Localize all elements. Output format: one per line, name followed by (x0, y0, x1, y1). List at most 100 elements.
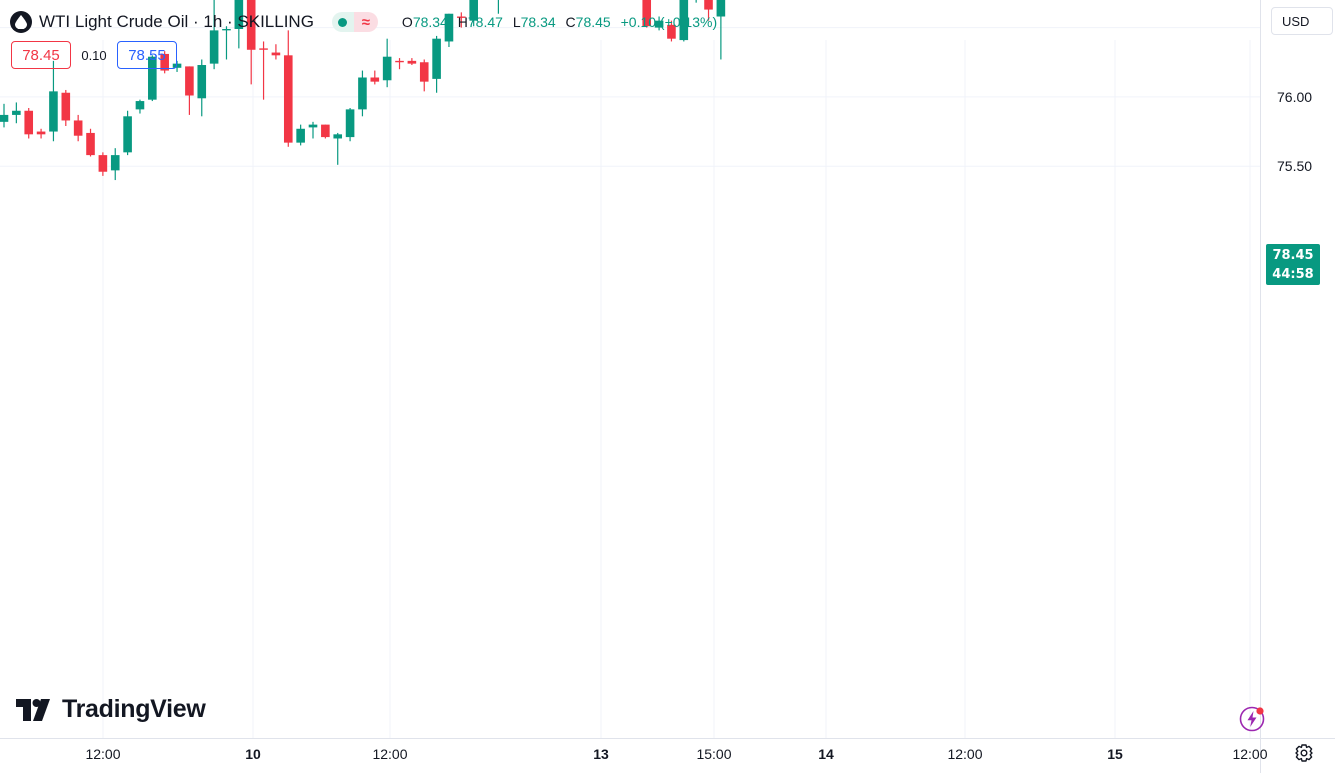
candle (642, 0, 652, 28)
candle-body (123, 116, 132, 153)
bid-price-button[interactable]: 78.45 (11, 41, 71, 69)
candle (679, 0, 689, 42)
ask-price-button[interactable]: 78.55 (117, 41, 177, 69)
ohlc-high: 78.47 (467, 14, 503, 30)
price-tick-label: 76.00 (1277, 89, 1312, 105)
candle (469, 0, 478, 27)
candle-body (296, 128, 305, 143)
candle (61, 89, 71, 127)
time-tick-label: 12:00 (947, 746, 982, 762)
market-open-icon (331, 12, 354, 32)
candle-body (86, 132, 95, 156)
candle-body (704, 0, 713, 10)
candle (695, 0, 697, 3)
time-tick-label: 12:00 (372, 746, 407, 762)
candle (432, 35, 441, 93)
candle (36, 128, 46, 139)
candle (246, 0, 256, 85)
time-axis[interactable]: 12:00 10 12:00 13 15:00 14 12:00 15 12:00 (85, 746, 1267, 762)
time-tick-label: 15:00 (696, 746, 731, 762)
candle-body (679, 0, 689, 41)
candle-body (333, 134, 343, 139)
oil-drop-icon (10, 11, 32, 33)
candle-body (197, 65, 207, 99)
gear-icon[interactable] (1294, 743, 1314, 763)
time-tick-label: 15 (1107, 746, 1123, 762)
candle-body (36, 131, 46, 135)
time-tick-label: 12:00 (1232, 746, 1267, 762)
candle-body (716, 0, 726, 17)
currency-selector[interactable]: USD (1271, 7, 1333, 35)
ohlc-low-label: L (512, 14, 521, 30)
candle (457, 12, 466, 28)
candle (98, 152, 108, 176)
candle (185, 66, 194, 115)
ohlc-open: 78.34 (412, 14, 448, 30)
candle (333, 132, 343, 165)
candle (444, 13, 454, 48)
candle (160, 51, 169, 74)
candle (308, 121, 318, 139)
candle-body (160, 53, 169, 71)
candle-body (61, 92, 71, 121)
candle (370, 70, 380, 85)
candle-body (246, 0, 256, 50)
candle-body (382, 56, 392, 81)
candle (407, 58, 417, 66)
candle-body (419, 62, 429, 82)
candle (271, 44, 281, 60)
candle-body (209, 30, 219, 64)
candle-body (283, 55, 293, 143)
candle-body (0, 114, 9, 122)
ohlc-open-label: O (401, 14, 413, 30)
candle-body (24, 110, 34, 135)
time-tick-label: 12:00 (85, 746, 120, 762)
candle-body (407, 60, 417, 64)
candle (296, 124, 305, 146)
candle-body (395, 60, 404, 63)
lightning-icon[interactable] (1238, 705, 1266, 733)
ohlc-legend: O78.34 H78.47 L78.34 C78.45 +0.10 (+0.13… (402, 14, 717, 30)
candle-body (444, 13, 454, 42)
last-price-value: 78.45 (1272, 248, 1314, 263)
candle-body (234, 0, 244, 29)
spread-value: 0.10 (81, 47, 107, 63)
candle (382, 38, 392, 88)
candle-body (259, 48, 268, 50)
candle-body (358, 77, 367, 110)
market-status[interactable]: ≈ (331, 12, 378, 32)
candle (0, 103, 9, 128)
symbol-title[interactable]: WTI Light Crude Oil · 1h · SKILLING (39, 12, 314, 31)
candle-body (469, 0, 478, 21)
ohlc-close-label: C (565, 14, 576, 30)
candle (209, 0, 219, 70)
ohlc-change: +0.10 (+0.13%) (620, 14, 718, 30)
candle-body (172, 63, 182, 68)
candle-body (308, 124, 318, 128)
ohlc-close: 78.45 (575, 14, 611, 30)
ohlc-low: 78.34 (520, 14, 556, 30)
tradingview-logo-text: TradingView (62, 695, 206, 723)
candle-body (321, 124, 330, 138)
candle (24, 107, 34, 139)
candle (172, 60, 182, 72)
candle (716, 0, 726, 60)
candle-body (667, 24, 676, 39)
candle (49, 60, 58, 142)
candle (148, 55, 157, 102)
time-tick-label: 10 (245, 746, 261, 762)
candle (497, 0, 499, 14)
candle (358, 70, 367, 117)
candle (110, 148, 120, 181)
candle (135, 99, 145, 114)
candle (654, 16, 664, 31)
candle (283, 30, 293, 147)
candle-body (49, 91, 58, 132)
candle-body (271, 52, 281, 56)
tradingview-logo-icon (16, 698, 50, 721)
candle-body (345, 109, 355, 138)
candle (12, 102, 21, 124)
tradingview-logo[interactable]: TradingView (16, 695, 206, 724)
